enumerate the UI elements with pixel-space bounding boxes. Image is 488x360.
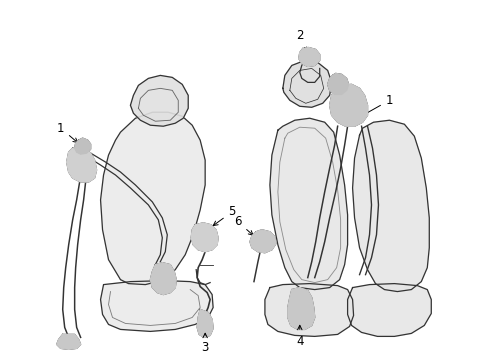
Polygon shape bbox=[327, 73, 348, 94]
Polygon shape bbox=[347, 284, 430, 336]
Polygon shape bbox=[150, 263, 176, 294]
Polygon shape bbox=[329, 84, 367, 126]
Polygon shape bbox=[191, 223, 218, 252]
Polygon shape bbox=[269, 118, 347, 289]
Polygon shape bbox=[298, 48, 319, 67]
Text: 5: 5 bbox=[213, 205, 235, 226]
Polygon shape bbox=[287, 288, 314, 329]
Polygon shape bbox=[197, 310, 213, 337]
Text: 2: 2 bbox=[295, 29, 306, 52]
Text: 1: 1 bbox=[57, 122, 78, 143]
Polygon shape bbox=[264, 284, 353, 336]
Polygon shape bbox=[75, 138, 90, 154]
Polygon shape bbox=[352, 120, 428, 292]
Text: 4: 4 bbox=[295, 325, 303, 348]
Polygon shape bbox=[57, 334, 81, 349]
Polygon shape bbox=[101, 112, 205, 285]
Polygon shape bbox=[101, 280, 213, 332]
Polygon shape bbox=[282, 60, 331, 107]
Polygon shape bbox=[130, 75, 188, 126]
Text: 3: 3 bbox=[201, 333, 208, 354]
Text: 6: 6 bbox=[234, 215, 253, 235]
Text: 1: 1 bbox=[360, 94, 392, 116]
Polygon shape bbox=[249, 230, 275, 253]
Polygon shape bbox=[66, 148, 96, 182]
